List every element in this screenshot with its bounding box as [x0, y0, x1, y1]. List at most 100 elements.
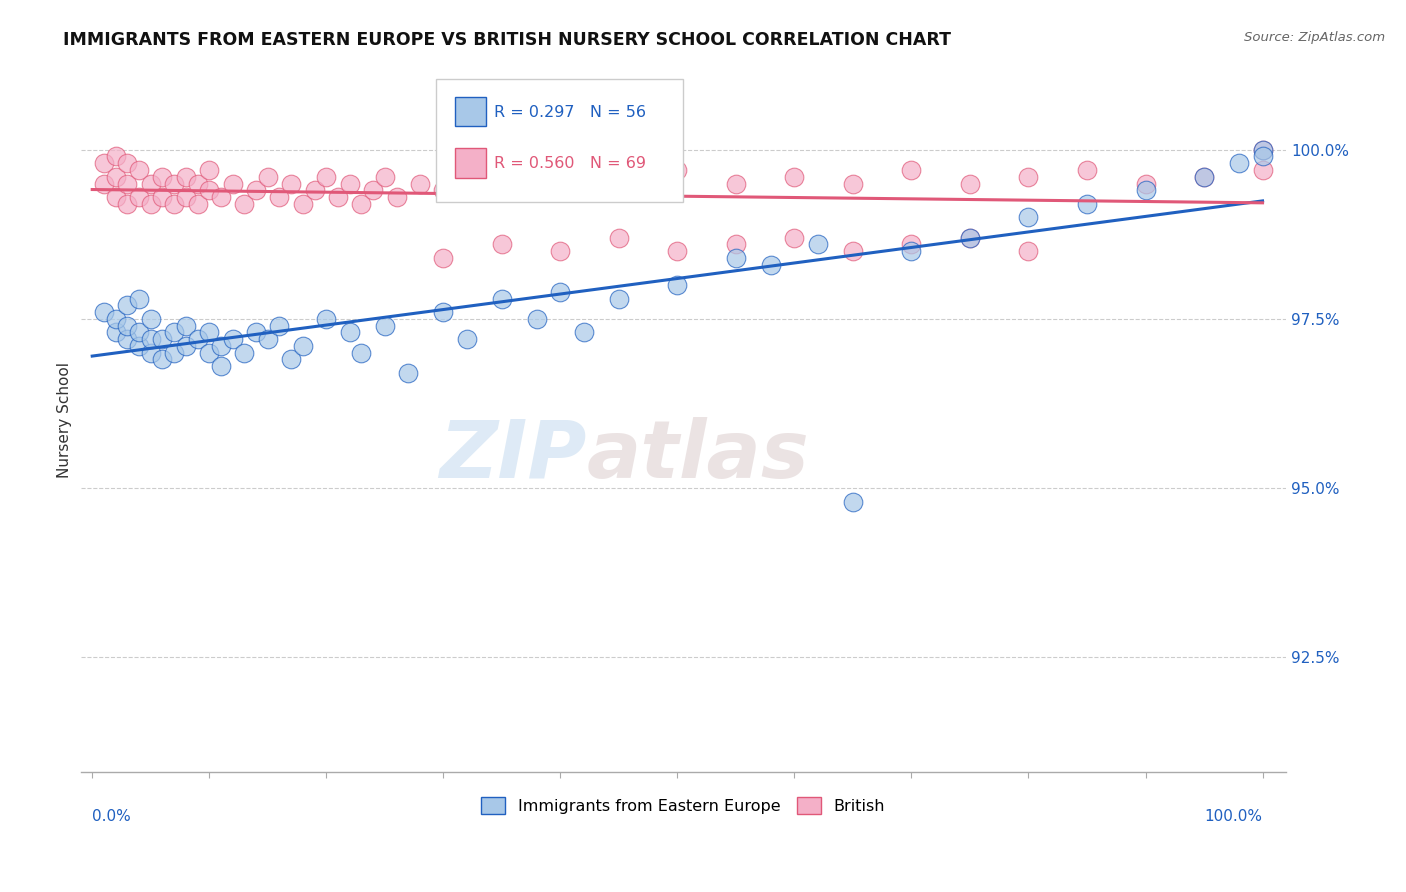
Point: [339, 326, 361, 340]
Point: [385, 190, 408, 204]
Point: [1017, 244, 1039, 259]
Point: [1076, 163, 1098, 178]
Point: [959, 177, 981, 191]
Point: [607, 292, 630, 306]
Point: [269, 318, 291, 333]
Point: [550, 285, 572, 299]
Point: [350, 197, 373, 211]
Point: [900, 237, 922, 252]
Point: [174, 190, 197, 204]
Point: [93, 156, 115, 170]
Point: [128, 339, 150, 353]
Point: [209, 339, 232, 353]
Point: [93, 177, 115, 191]
Point: [842, 244, 865, 259]
Point: [117, 298, 139, 312]
Point: [163, 326, 186, 340]
Point: [128, 326, 150, 340]
Point: [491, 292, 513, 306]
Point: [163, 345, 186, 359]
Text: 0.0%: 0.0%: [93, 809, 131, 824]
Point: [724, 177, 747, 191]
Point: [104, 149, 127, 163]
Point: [491, 177, 513, 191]
Point: [783, 169, 806, 184]
Point: [783, 230, 806, 244]
Point: [198, 183, 221, 197]
Point: [174, 169, 197, 184]
Point: [550, 183, 572, 197]
Point: [104, 311, 127, 326]
Point: [152, 332, 174, 346]
Y-axis label: Nursery School: Nursery School: [58, 362, 72, 478]
Point: [280, 352, 302, 367]
Point: [374, 169, 396, 184]
Point: [128, 163, 150, 178]
Point: [959, 230, 981, 244]
Point: [350, 345, 373, 359]
Point: [842, 177, 865, 191]
Point: [1227, 156, 1250, 170]
Point: [139, 311, 162, 326]
Point: [1251, 143, 1274, 157]
Text: R = 0.297   N = 56: R = 0.297 N = 56: [494, 104, 645, 120]
Point: [104, 190, 127, 204]
Point: [139, 332, 162, 346]
Point: [491, 237, 513, 252]
Text: atlas: atlas: [586, 417, 810, 494]
Point: [666, 163, 689, 178]
Point: [256, 332, 278, 346]
Legend: Immigrants from Eastern Europe, British: Immigrants from Eastern Europe, British: [475, 791, 891, 821]
Point: [1251, 143, 1274, 157]
Point: [117, 318, 139, 333]
Point: [152, 352, 174, 367]
Text: Source: ZipAtlas.com: Source: ZipAtlas.com: [1244, 31, 1385, 45]
Point: [724, 251, 747, 265]
Point: [245, 183, 267, 197]
Point: [269, 190, 291, 204]
Point: [759, 258, 782, 272]
Point: [128, 190, 150, 204]
Point: [1135, 177, 1157, 191]
Point: [959, 230, 981, 244]
Text: IMMIGRANTS FROM EASTERN EUROPE VS BRITISH NURSERY SCHOOL CORRELATION CHART: IMMIGRANTS FROM EASTERN EUROPE VS BRITIS…: [63, 31, 952, 49]
Point: [139, 177, 162, 191]
Point: [1076, 197, 1098, 211]
Point: [361, 183, 384, 197]
Text: 100.0%: 100.0%: [1205, 809, 1263, 824]
Point: [550, 244, 572, 259]
FancyBboxPatch shape: [456, 148, 485, 178]
Point: [807, 237, 830, 252]
Point: [572, 326, 595, 340]
Text: ZIP: ZIP: [440, 417, 586, 494]
Point: [1017, 169, 1039, 184]
Point: [139, 197, 162, 211]
Point: [280, 177, 302, 191]
Point: [174, 318, 197, 333]
Point: [152, 190, 174, 204]
Point: [209, 190, 232, 204]
Point: [304, 183, 326, 197]
Point: [619, 177, 641, 191]
Point: [256, 169, 278, 184]
Point: [900, 244, 922, 259]
Point: [128, 292, 150, 306]
Point: [724, 237, 747, 252]
Point: [607, 230, 630, 244]
Point: [163, 177, 186, 191]
Point: [117, 156, 139, 170]
Point: [666, 244, 689, 259]
Point: [526, 163, 548, 178]
Point: [339, 177, 361, 191]
Point: [187, 177, 209, 191]
Point: [526, 311, 548, 326]
Point: [93, 305, 115, 319]
Point: [174, 339, 197, 353]
FancyBboxPatch shape: [456, 96, 485, 127]
Point: [456, 332, 478, 346]
Point: [1135, 183, 1157, 197]
Point: [1251, 163, 1274, 178]
Point: [315, 169, 337, 184]
Point: [666, 278, 689, 293]
Point: [585, 169, 607, 184]
